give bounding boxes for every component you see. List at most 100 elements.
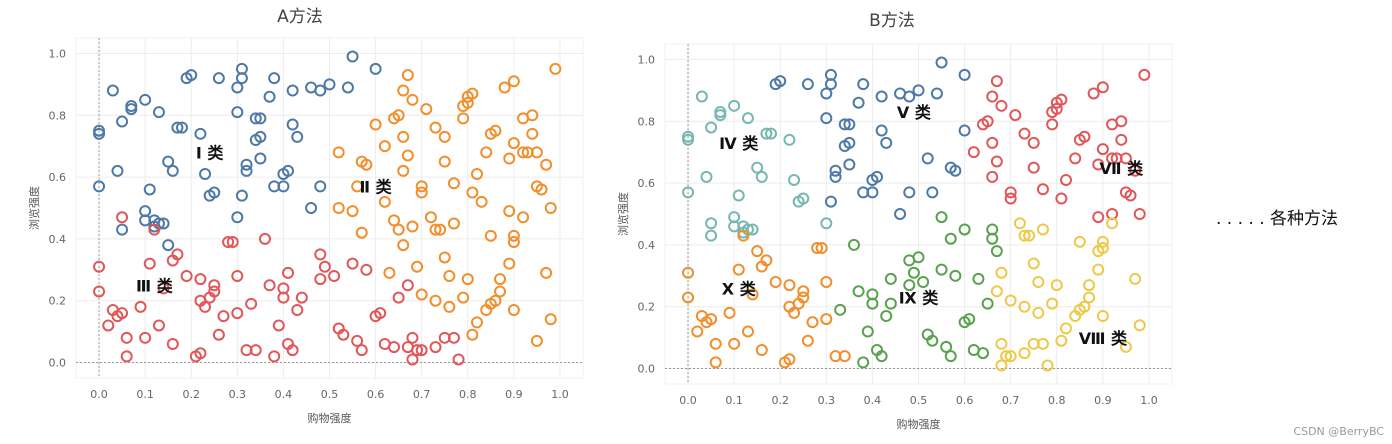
scatter-point [806, 316, 819, 329]
cluster-label: Ⅹ 类 [722, 279, 757, 298]
scatter-point [429, 341, 442, 354]
scatter-point [857, 78, 870, 91]
y-tick-label: 1.0 [638, 53, 656, 66]
scatter-point [461, 273, 474, 286]
scatter-point [203, 189, 216, 202]
scatter-point [489, 124, 502, 137]
scatter-point [452, 353, 465, 366]
scatter-point [530, 146, 543, 159]
scatter-point [1096, 235, 1109, 248]
scatter-point [1119, 152, 1132, 165]
scatter-point [388, 341, 401, 354]
scatter-point [728, 337, 741, 350]
scatter-point [944, 350, 957, 363]
scatter-point [990, 155, 1003, 168]
scatter-point [503, 152, 516, 165]
scatter-point [507, 137, 520, 150]
scatter-point [824, 68, 837, 81]
scatter-point [1027, 161, 1040, 174]
scatter-point [199, 168, 212, 180]
scatter-point [245, 297, 258, 310]
x-tick-label: 0.7 [1002, 394, 1020, 407]
y-tick-label: 0.0 [638, 363, 656, 376]
scatter-point [125, 103, 138, 116]
scatter-point [295, 291, 308, 304]
scatter-point [406, 353, 419, 366]
scatter-point [1032, 306, 1045, 319]
scatter-point [1083, 291, 1096, 304]
y-tick-label: 0.2 [49, 295, 67, 308]
scatter-point [1096, 143, 1109, 156]
scatter-point [369, 118, 382, 131]
scatter-point [912, 251, 925, 264]
scatter-point [152, 319, 165, 332]
scatter-point [1018, 347, 1031, 360]
scatter-point [116, 223, 129, 236]
scatter-point [1018, 127, 1031, 140]
scatter-point [194, 273, 207, 286]
x-tick-label: 0.0 [90, 388, 108, 401]
scatter-point [682, 291, 695, 304]
scatter-point [917, 276, 930, 288]
scatter-point [447, 217, 460, 230]
scatter-point [682, 133, 695, 146]
scatter-point [235, 62, 248, 75]
scatter-point [332, 146, 345, 159]
scatter-point [1032, 276, 1045, 288]
scatter-point [116, 211, 129, 224]
scatter-point [328, 270, 341, 282]
scatter-point [254, 112, 267, 125]
scatter-point [820, 112, 833, 125]
cluster-label: Ⅴ 类 [897, 103, 932, 122]
scatter-point [535, 183, 548, 196]
scatter-point [93, 127, 106, 140]
scatter-point [705, 121, 718, 134]
scatter-point [1124, 189, 1137, 202]
scatter-point [494, 285, 507, 298]
scatter-point [351, 180, 364, 193]
scatter-point [843, 118, 856, 131]
scatter-point [1018, 300, 1031, 313]
scatter-point [995, 359, 1008, 372]
scatter-point [1078, 130, 1091, 143]
scatter-point [208, 279, 221, 292]
scatter-point [926, 186, 939, 199]
scatter-point [1115, 133, 1128, 146]
scatter-point [903, 90, 916, 103]
scatter-point [880, 310, 893, 322]
scatter-point [139, 214, 152, 227]
scatter-point [443, 300, 456, 313]
scatter-point [935, 263, 948, 276]
scatter-point [990, 245, 1003, 258]
scatter-point [415, 288, 428, 301]
scatter-point [1133, 208, 1146, 220]
scatter-point [480, 146, 493, 159]
scatter-point [1087, 87, 1100, 100]
x-tick-label: 1.0 [1140, 394, 1158, 407]
scatter-point [1106, 217, 1119, 230]
scatter-point [415, 344, 428, 357]
scatter-point [212, 72, 225, 85]
scatter-point [120, 331, 133, 344]
scatter-point [746, 223, 759, 236]
scatter-point [788, 306, 801, 319]
scatter-point [507, 304, 520, 316]
scatter-point [709, 356, 722, 369]
scatter-point [820, 87, 833, 100]
scatter-point [116, 307, 129, 320]
scatter-point [434, 223, 447, 236]
scatter-point [700, 170, 713, 183]
chart-title: A方法 [277, 7, 323, 27]
scatter-point [194, 347, 207, 360]
scatter-point [741, 325, 754, 338]
y-tick-label: 0.6 [638, 177, 656, 190]
scatter-point [143, 257, 156, 270]
cluster-label: Ⅰ 类 [196, 144, 225, 163]
scatter-point [972, 272, 985, 285]
scatter-point [337, 328, 350, 341]
y-axis-label: 浏览强度 [27, 186, 41, 230]
scatter-point [986, 90, 999, 103]
scatter-point [930, 87, 943, 100]
scatter-point [958, 68, 971, 81]
x-tick-label: 0.0 [679, 394, 697, 407]
